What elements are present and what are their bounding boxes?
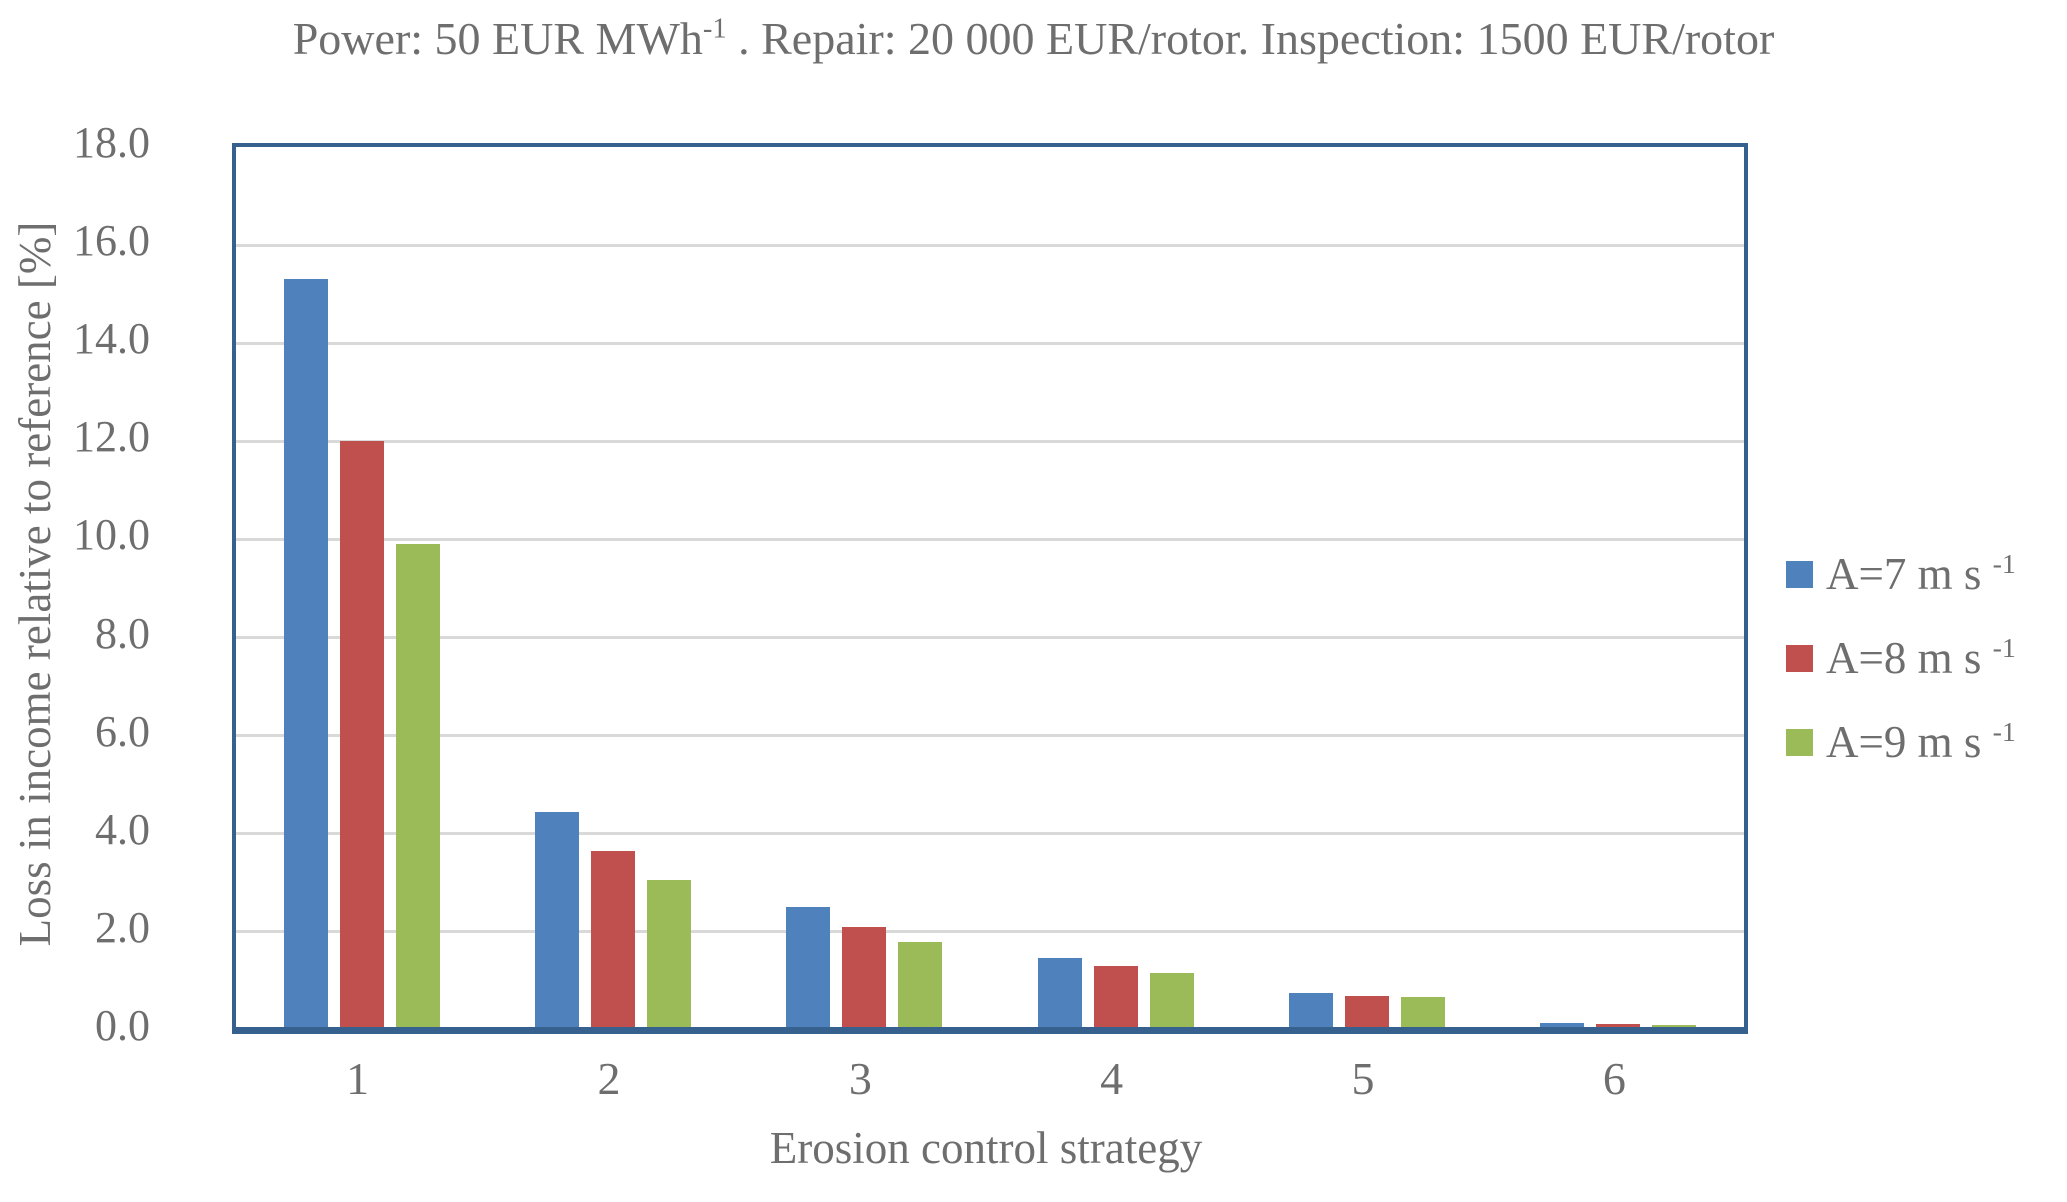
- legend-item-3: A=9 m s -1: [1786, 716, 2016, 768]
- gridline: [236, 832, 1744, 836]
- bar-series2-category2: [591, 850, 635, 1030]
- bar-series2-category1: [339, 441, 384, 1030]
- gridline: [236, 930, 1744, 934]
- y-tick-label-0.0: 0.0: [95, 1001, 150, 1050]
- bar-series3-category3: [898, 941, 943, 1030]
- bar-series1-category5: [1289, 993, 1333, 1030]
- y-tick-label-8.0: 8.0: [95, 608, 150, 658]
- y-tick-label-14.0: 14.0: [73, 314, 150, 364]
- chart-title: Power: 50 EUR MWh-1 . Repair: 20 000 EUR…: [0, 12, 2067, 65]
- y-tick-label-16.0: 16.0: [73, 216, 150, 266]
- gridline: [236, 439, 1744, 443]
- bar-series1-category4: [1037, 957, 1082, 1030]
- bar-series3-category4: [1149, 972, 1194, 1030]
- x-tick-label-5: 5: [1351, 1053, 1375, 1104]
- legend-marker-icon: [1786, 644, 1813, 672]
- x-tick-label-3: 3: [848, 1053, 872, 1104]
- x-tick-label-2: 2: [597, 1053, 621, 1104]
- y-axis-title: Loss in income relative to reference [%]: [10, 221, 60, 947]
- bar-series2-category4: [1093, 966, 1138, 1030]
- x-axis-title: Erosion control strategy: [769, 1123, 1203, 1173]
- legend-label: A=8 m s -1: [1826, 633, 2016, 683]
- legend-marker-icon: [1786, 728, 1813, 756]
- gridline: [236, 537, 1744, 541]
- y-tick-label-12.0: 12.0: [73, 412, 150, 462]
- legend-item-1: A=7 m s -1: [1786, 548, 2016, 600]
- chart-title-superscript: -1: [702, 13, 727, 45]
- bar-series1-category1: [283, 279, 328, 1030]
- x-tick-label-6: 6: [1602, 1053, 1626, 1104]
- x-tick-label-4: 4: [1100, 1053, 1124, 1104]
- y-tick-label-4.0: 4.0: [95, 804, 150, 854]
- bar-series1-category2: [535, 811, 579, 1030]
- legend-label: A=9 m s -1: [1826, 717, 2016, 767]
- bar-series1-category6: [1540, 1022, 1585, 1030]
- y-tick-label-2.0: 2.0: [95, 902, 150, 952]
- y-tick-label-18.0: 18.0: [73, 118, 150, 167]
- gridline: [236, 734, 1744, 738]
- legend: A=7 m s -1 A=8 m s -1 A=9 m s -1: [1786, 548, 2016, 768]
- bar-series3-category5: [1401, 997, 1445, 1030]
- y-tick-label-10.0: 10.0: [73, 510, 150, 560]
- gridline: [236, 341, 1744, 345]
- gridline: [236, 636, 1744, 640]
- bar-series3-category2: [647, 880, 691, 1030]
- bar-series2-category5: [1345, 995, 1389, 1030]
- legend-item-2: A=8 m s -1: [1786, 632, 2016, 684]
- x-tick-label-1: 1: [346, 1053, 370, 1104]
- chart-title-suffix: . Repair: 20 000 EUR/rotor. Inspection: …: [726, 13, 1775, 64]
- gridline: [236, 243, 1744, 247]
- plot-area: [232, 143, 1748, 1034]
- chart-title-prefix: Power: 50 EUR MWh: [292, 13, 703, 64]
- bar-series3-category1: [395, 544, 440, 1030]
- y-tick-label-6.0: 6.0: [95, 706, 150, 756]
- bar-series2-category3: [842, 926, 887, 1030]
- bar-series1-category3: [786, 907, 831, 1030]
- x-axis-baseline: [232, 1027, 1748, 1034]
- legend-marker-icon: [1786, 560, 1813, 588]
- legend-label: A=7 m s -1: [1826, 549, 2016, 599]
